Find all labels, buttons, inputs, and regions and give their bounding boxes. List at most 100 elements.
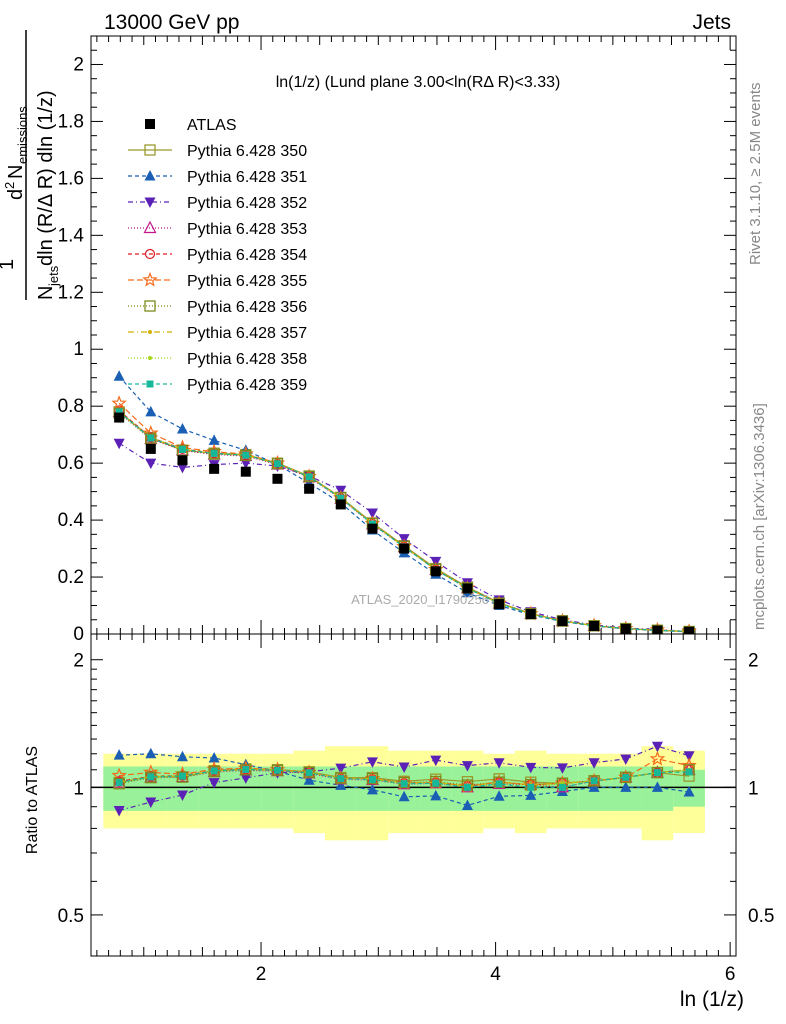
ratio-point [620,754,632,765]
category-label: Jets [692,11,731,34]
ratio-point [176,750,188,762]
watermark: ATLAS_2020_I1790256 [351,592,489,607]
data-point [305,473,313,481]
data-point [114,412,125,423]
data-point [242,451,250,459]
data-point [145,443,156,454]
ratio-tick-label-right: 0.5 [748,906,774,927]
data-point [145,458,157,470]
data-point [210,449,218,457]
ratio-point [683,751,695,762]
ylabel-numerator: d 2 N emissions [2,106,30,200]
ratio-point [145,797,157,809]
legend-entry: Pythia 6.428 358 [128,351,307,368]
ratio-point [683,785,695,797]
y-tick-label: 1.4 [58,225,85,246]
ratio-point [622,773,630,781]
data-point [273,460,281,468]
ratio-point [558,783,566,791]
legend-label: Pythia 6.428 359 [187,377,307,394]
y-tick-label: 0.4 [58,510,85,531]
ratio-point [525,789,537,800]
rivet-events-label: Rivet 3.1.10, ≥ 2.5M events [747,83,764,266]
main-series [111,370,697,639]
ratio-point [430,789,442,801]
ratio-series [111,741,697,817]
ratio-point [115,779,123,787]
ratio-point [400,780,408,788]
ylabel-jets: jets [46,265,61,287]
data-point [177,455,188,466]
ratio-point [273,766,281,774]
ratio-point [620,781,632,792]
ratio-point [113,778,125,790]
data-point [272,473,283,484]
ratio-point [525,762,537,774]
data-point [113,370,125,381]
y-tick-label: 0.6 [58,453,84,474]
ratio-point [145,747,157,759]
data-point [430,566,441,577]
data-point [366,508,378,519]
x-tick-label: 6 [725,964,736,985]
ratio-point [590,777,598,785]
legend-label: Pythia 6.428 354 [187,247,307,264]
ratio-point [495,780,503,788]
ratio-point [685,768,693,776]
x-tick-labels: 2 4 6 [256,964,736,985]
ratio-panel: 0.5 0.5 1 1 2 2 Ratio to ATLAS [24,633,774,957]
data-point [145,405,157,417]
y-tick-label: 1 [73,339,84,360]
ratio-point [368,776,376,784]
data-point [335,499,346,510]
ratio-point [210,767,218,775]
legend-entry: Pythia 6.428 350 [128,143,307,160]
legend-marker [144,144,156,156]
ratio-tick-label: 0.5 [58,906,84,927]
ratio-point [366,783,378,795]
ratio-point [398,790,410,802]
y-tick-label: 0 [73,624,84,645]
ylabel-N: N [5,165,27,179]
ratio-frame-outline [90,633,737,957]
legend-label: Pythia 6.428 355 [187,273,307,290]
data-point [684,626,695,637]
legend-label: Pythia 6.428 353 [187,221,307,238]
legend-entry: Pythia 6.428 357 [128,325,307,342]
ratio-point [493,758,505,769]
ratio-point [305,769,313,777]
y-tick-label: 2 [73,54,84,75]
legend-marker [142,271,158,287]
ratio-point [461,799,473,810]
data-point [176,422,188,434]
ratio-point [493,790,505,801]
legend-marker [144,248,156,260]
legend-entry: ATLAS [145,117,237,134]
data-point [178,445,186,453]
data-point [494,599,505,610]
ylabel-sup2: 2 [2,182,17,189]
mcplots-source-label: mcplots.cern.ch [arXiv:1306.3436] [751,403,768,630]
ratio-point [176,771,189,783]
ratio-point [649,750,666,766]
main-ylabel: 1 d 2 N emissions N jets dln (R/Δ R) dln… [0,30,61,300]
ratio-point [461,761,473,772]
x-tick-label: 4 [490,964,501,985]
ratio-point [335,763,347,775]
y-tick-label: 0.2 [58,567,84,588]
data-point [147,434,155,442]
ylabel-rest: dln (R/Δ R) dln (1/z) [35,90,57,266]
ratio-ylabel: Ratio to ATLAS [24,746,41,854]
data-point [115,408,123,416]
data-point [462,583,473,594]
ratio-point [113,749,125,760]
ylabel-d: d [5,189,27,200]
data-point [557,616,568,627]
ratio-point [430,755,442,767]
ratio-series-pythia-6-428-352 [113,741,695,817]
data-point [337,494,345,502]
ratio-tick-label: 1 [73,778,84,799]
data-point [240,458,252,470]
ratio-point [303,774,315,785]
